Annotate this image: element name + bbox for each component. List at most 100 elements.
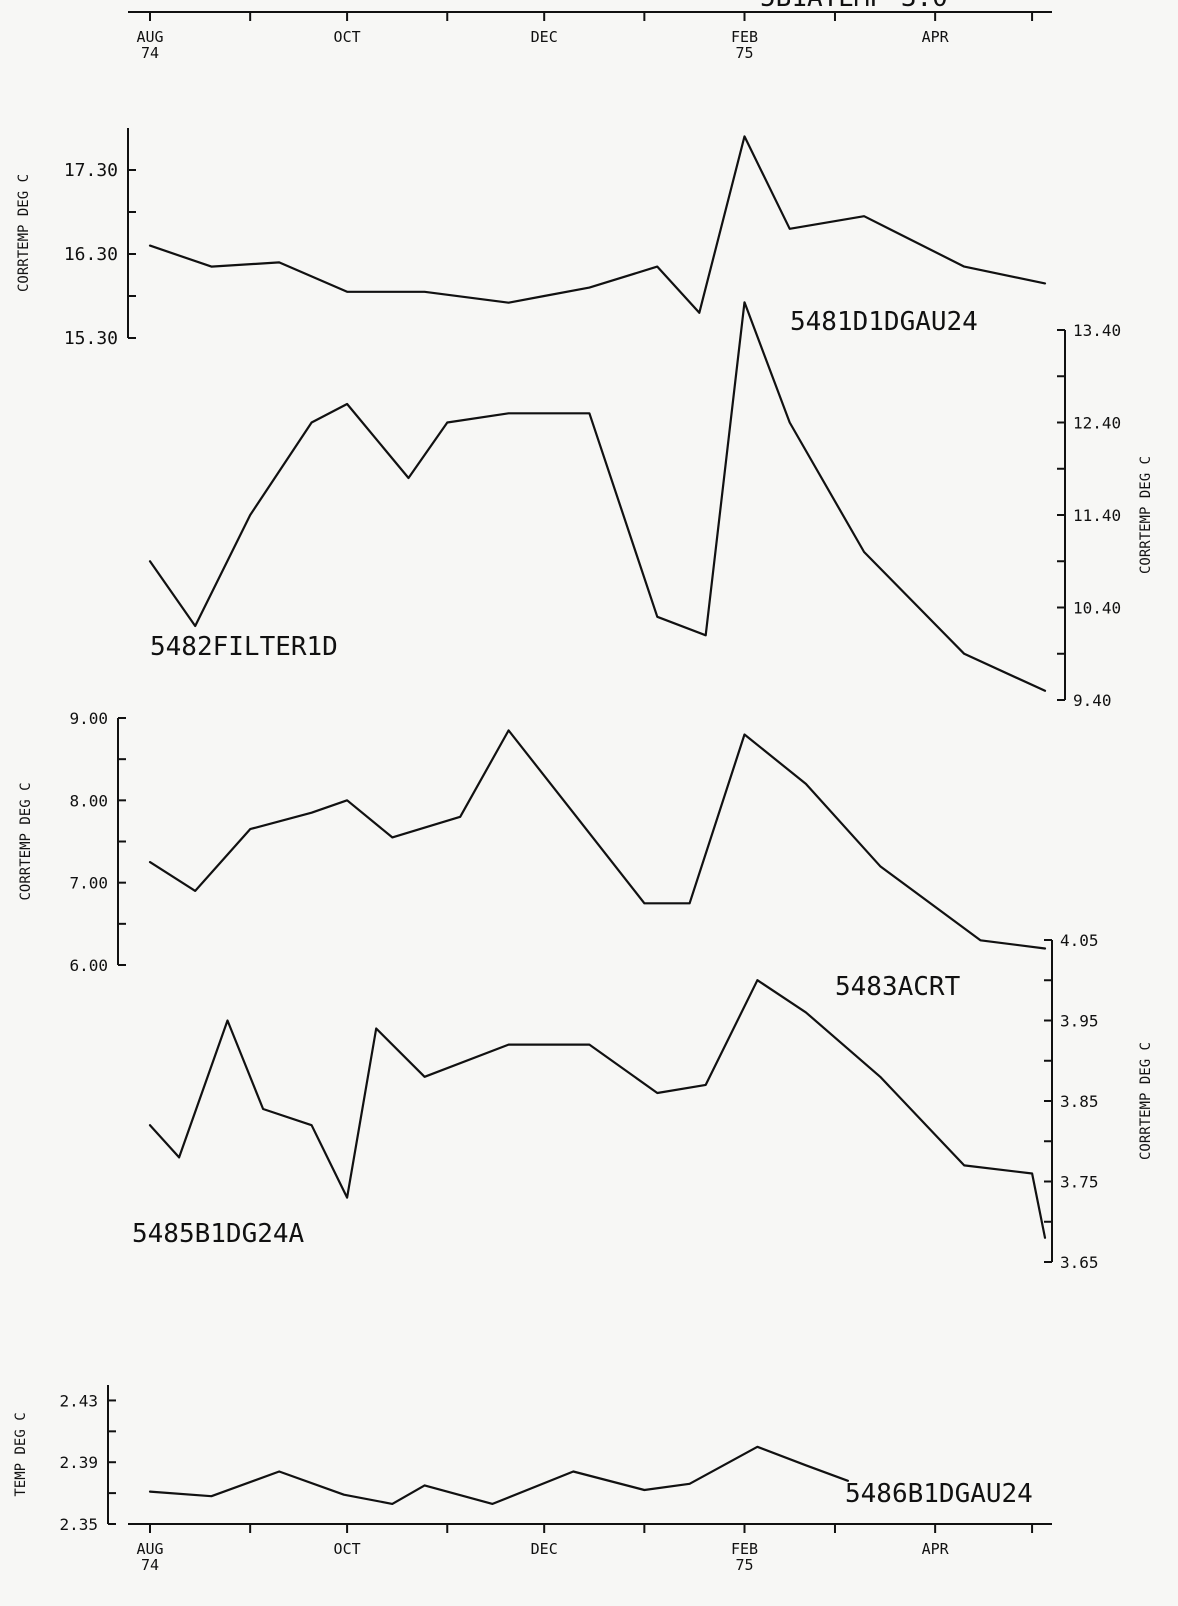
y-tick-label: 3.65 bbox=[1060, 1253, 1099, 1272]
data-point bbox=[1031, 1172, 1033, 1175]
chart-panel-4: 3.65 3.75 3.85 3.95 4.05 CORRTEMP DEG C 5485B1… bbox=[132, 931, 1154, 1272]
y-tick-label: 16.30 bbox=[64, 244, 118, 265]
chart-panel-5: 2.35 2.39 2.43 TEMP DEG C 5486B1DGAU24 bbox=[13, 1385, 1033, 1534]
data-point bbox=[572, 1470, 574, 1473]
data-point bbox=[346, 1197, 348, 1199]
chart-panels: 15.30 16.30 17.30 CORRTEMP DEG C 5481D1DGAU2… bbox=[13, 128, 1154, 1534]
data-point bbox=[391, 836, 393, 838]
bottom-axis-year-label: 75 bbox=[735, 1556, 753, 1574]
data-point bbox=[805, 1011, 807, 1014]
data-point bbox=[310, 421, 313, 424]
data-point bbox=[963, 653, 965, 655]
data-point bbox=[424, 291, 426, 293]
y-tick-label: 9.00 bbox=[69, 709, 108, 728]
data-point bbox=[508, 302, 510, 304]
data-point bbox=[491, 1503, 494, 1505]
top-axis-month-label: DEC bbox=[531, 28, 558, 46]
top-axis-year-label: 75 bbox=[735, 44, 753, 62]
y-tick-label: 11.40 bbox=[1073, 506, 1121, 525]
series-name-label: 5482FILTER1D bbox=[150, 632, 338, 662]
data-point bbox=[863, 215, 865, 217]
y-tick-label: 15.30 bbox=[64, 328, 118, 349]
bottom-axis-month-label: AUG bbox=[136, 1540, 163, 1558]
y-tick-label: 17.30 bbox=[64, 160, 118, 181]
data-point bbox=[656, 266, 658, 268]
chart-panel-3: 6.00 7.00 8.00 9.00 CORRTEMP DEG C 5483ACRT bbox=[18, 709, 1047, 1002]
data-point bbox=[979, 939, 981, 941]
data-point bbox=[656, 1092, 658, 1094]
y-tick-label: 3.85 bbox=[1060, 1092, 1099, 1111]
y-tick-label: 8.00 bbox=[69, 791, 108, 810]
data-point bbox=[847, 1480, 849, 1482]
series-line-5482FILTER1D bbox=[148, 301, 1047, 692]
data-point bbox=[375, 1027, 377, 1030]
y-tick-label: 10.40 bbox=[1073, 599, 1121, 618]
data-point bbox=[756, 1446, 759, 1448]
data-point bbox=[178, 1156, 180, 1158]
data-point bbox=[805, 1464, 807, 1466]
data-point bbox=[688, 1483, 691, 1485]
data-point bbox=[210, 266, 212, 268]
data-point bbox=[588, 412, 591, 414]
data-point bbox=[508, 1044, 510, 1046]
y-axis-title: TEMP DEG C bbox=[13, 1412, 29, 1496]
data-point bbox=[346, 291, 348, 293]
top-axis-year-label: 74 bbox=[141, 44, 159, 62]
data-point bbox=[346, 799, 348, 801]
data-point bbox=[543, 295, 545, 297]
data-point bbox=[446, 421, 448, 424]
data-point bbox=[705, 634, 707, 636]
data-point bbox=[743, 135, 746, 137]
data-point bbox=[346, 403, 348, 405]
data-point bbox=[688, 902, 691, 904]
data-point bbox=[643, 1489, 645, 1491]
data-point bbox=[1044, 1237, 1046, 1239]
bottom-axis-month-label: OCT bbox=[334, 1540, 361, 1558]
y-tick-label: 3.75 bbox=[1060, 1173, 1099, 1192]
y-tick-label: 3.95 bbox=[1060, 1012, 1099, 1031]
series-name-label: 5483ACRT bbox=[835, 972, 961, 1002]
bottom-axis-month-label: FEB bbox=[731, 1540, 758, 1558]
data-point bbox=[310, 1124, 313, 1126]
y-axis-title: CORRTEMP DEG C bbox=[1138, 1042, 1154, 1160]
data-point bbox=[459, 816, 461, 818]
top-axis-month-label: AUG bbox=[136, 28, 163, 46]
y-tick-label: 12.40 bbox=[1073, 414, 1121, 433]
y-axis-title: CORRTEMP DEG C bbox=[1138, 456, 1154, 574]
data-point bbox=[1044, 690, 1046, 692]
y-tick-label: 6.00 bbox=[69, 956, 108, 975]
y-tick-label: 4.05 bbox=[1060, 931, 1099, 950]
data-point bbox=[278, 261, 280, 263]
data-point bbox=[743, 301, 746, 303]
y-axis-title: CORRTEMP DEG C bbox=[18, 782, 34, 900]
data-point bbox=[210, 1495, 212, 1497]
y-tick-label: 13.40 bbox=[1073, 321, 1121, 340]
top-axis-month-label: APR bbox=[922, 28, 950, 46]
data-point bbox=[879, 865, 881, 867]
data-point bbox=[705, 1084, 707, 1086]
data-point bbox=[572, 812, 574, 814]
data-point bbox=[310, 812, 313, 814]
y-tick-label: 2.39 bbox=[59, 1453, 98, 1472]
series-line-5481D1DGAU24 bbox=[148, 135, 1047, 314]
data-point bbox=[149, 1124, 151, 1126]
data-point bbox=[963, 266, 965, 268]
data-point bbox=[149, 245, 151, 247]
data-point bbox=[863, 551, 865, 553]
data-point bbox=[508, 412, 510, 414]
data-point bbox=[149, 1490, 151, 1493]
bottom-axis-year-label: 74 bbox=[141, 1556, 159, 1574]
series-name-label: 5486B1DGAU24 bbox=[845, 1479, 1033, 1509]
data-point bbox=[1044, 282, 1046, 284]
data-point bbox=[698, 312, 700, 314]
data-point bbox=[743, 733, 746, 736]
data-point bbox=[149, 560, 151, 562]
series-name-label: 5485B1DG24A bbox=[132, 1219, 305, 1249]
y-tick-label: 9.40 bbox=[1073, 691, 1112, 710]
bottom-axis-month-label: DEC bbox=[531, 1540, 558, 1558]
data-point bbox=[656, 616, 658, 618]
bottom-axis-month-label: APR bbox=[922, 1540, 950, 1558]
data-point bbox=[194, 890, 196, 892]
